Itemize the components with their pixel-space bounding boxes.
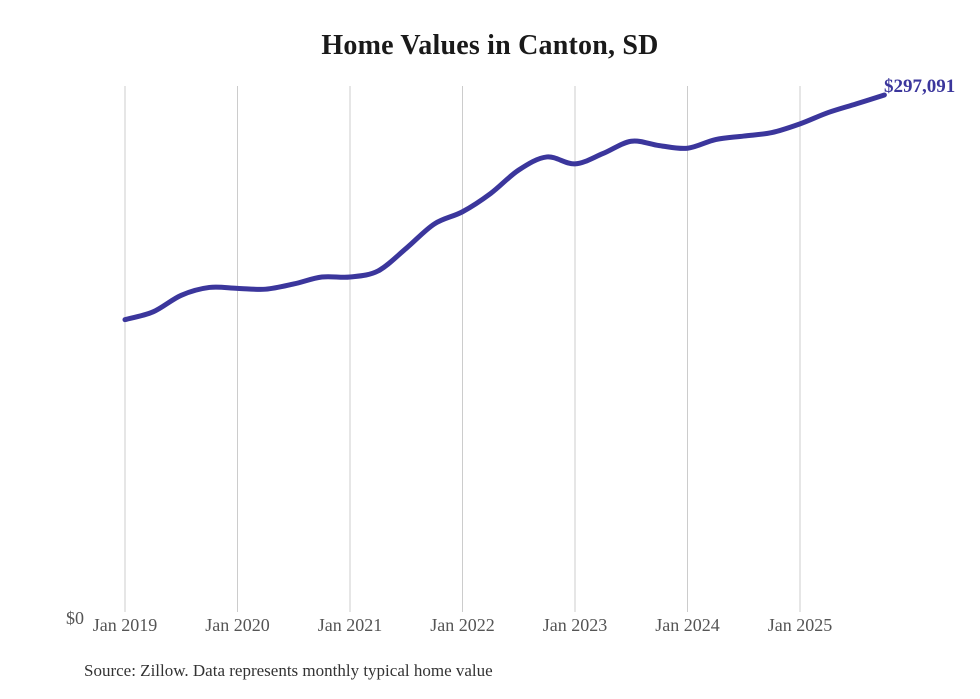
gridlines-group (124, 86, 801, 612)
x-tick-jan-2025: Jan 2025 (767, 615, 833, 635)
source-note: Source: Zillow. Data represents monthly … (84, 661, 493, 680)
x-tick-jan-2023: Jan 2023 (542, 615, 608, 635)
x-tick-jan-2021: Jan 2021 (317, 615, 383, 635)
end-value-label: $297,091 (884, 76, 956, 97)
x-tick-jan-2019: Jan 2019 (92, 615, 158, 635)
home-value-line (122, 92, 887, 323)
x-tick-jan-2024: Jan 2024 (655, 615, 720, 635)
y-axis-zero-label: $0 (66, 608, 84, 628)
chart-title: Home Values in Canton, SD (321, 30, 659, 61)
x-tick-jan-2020: Jan 2020 (205, 615, 270, 635)
x-tick-jan-2022: Jan 2022 (430, 615, 495, 635)
